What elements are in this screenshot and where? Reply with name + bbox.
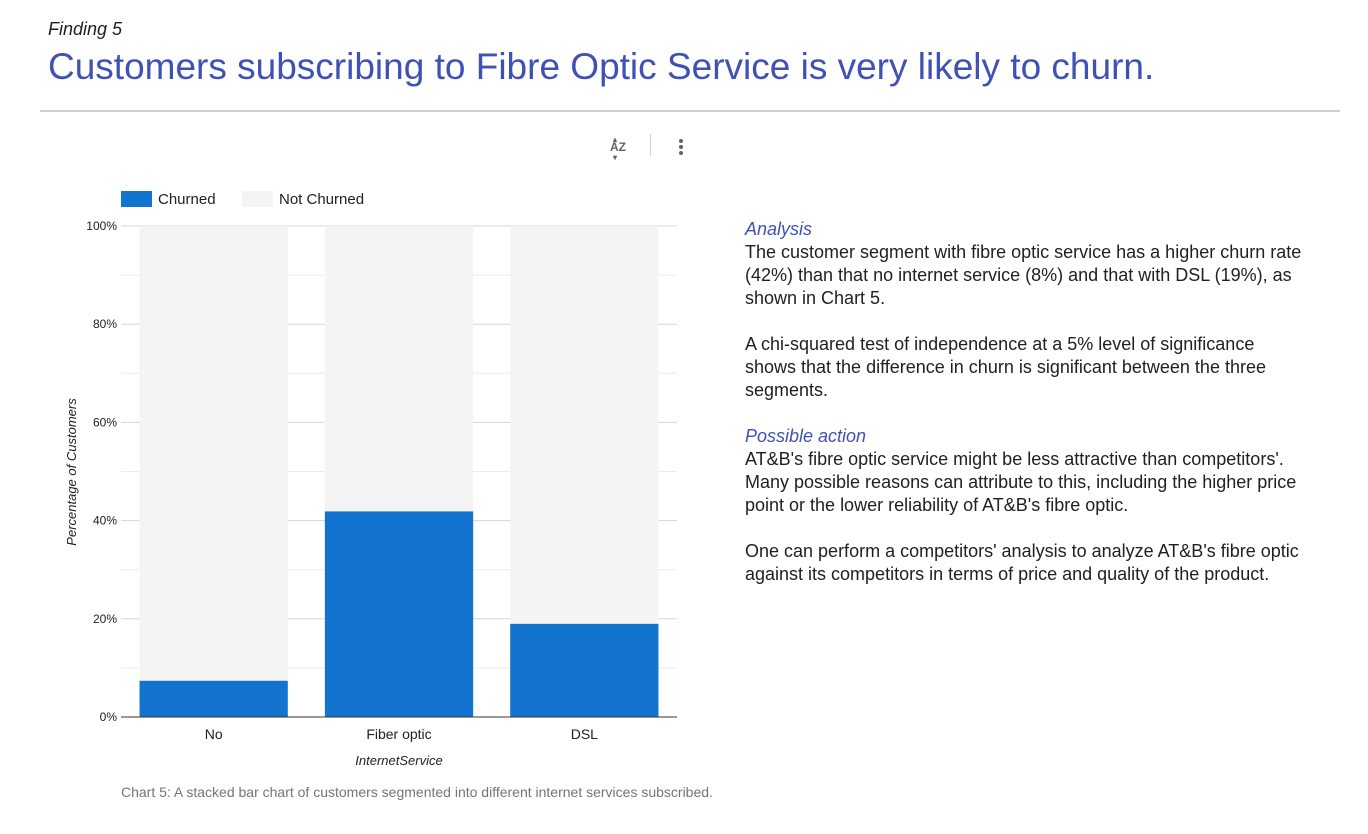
legend-swatch-not-churned bbox=[242, 191, 273, 207]
legend-label-not-churned: Not Churned bbox=[279, 191, 364, 208]
y-tick-label: 60% bbox=[93, 415, 117, 429]
analysis-paragraph-4: One can perform a competitors' analysis … bbox=[745, 541, 1299, 584]
possible-action-heading: Possible action bbox=[745, 426, 867, 446]
analysis-paragraph-1: The customer segment with fibre optic se… bbox=[745, 242, 1302, 308]
bar-not-churned bbox=[324, 226, 474, 512]
bar-churned bbox=[139, 680, 288, 717]
page-title: Customers subscribing to Fibre Optic Ser… bbox=[48, 46, 1155, 87]
more-vert-icon[interactable] bbox=[668, 134, 694, 160]
y-tick-label: 80% bbox=[93, 317, 117, 331]
chart-caption: Chart 5: A stacked bar chart of customer… bbox=[121, 784, 713, 800]
chart-bars bbox=[139, 226, 659, 717]
title-divider bbox=[40, 110, 1340, 112]
chart-axes: 0% 20% 40% 60% 80% 100% No Fiber optic DSL bbox=[86, 219, 677, 742]
bar-not-churned bbox=[510, 226, 659, 624]
chart-toolbar: ▴ AZ ▾ bbox=[600, 132, 700, 162]
x-tick-label: DSL bbox=[571, 726, 598, 742]
x-axis-label: InternetService bbox=[355, 753, 442, 768]
sort-az-icon[interactable]: ▴ AZ ▾ bbox=[610, 135, 626, 162]
finding-label: Finding 5 bbox=[48, 19, 123, 39]
toolbar-divider bbox=[650, 134, 651, 156]
y-axis-label: Percentage of Customers bbox=[64, 398, 79, 546]
x-tick-label: Fiber optic bbox=[366, 726, 431, 742]
y-tick-label: 100% bbox=[86, 219, 117, 233]
stacked-bar-chart: 0% 20% 40% 60% 80% 100% No Fiber optic DSL Churn… bbox=[64, 191, 677, 768]
legend-swatch-churned bbox=[121, 191, 152, 207]
bar-churned bbox=[324, 511, 474, 717]
analysis-panel: Analysis The customer segment with fibre… bbox=[745, 218, 1305, 609]
y-tick-label: 0% bbox=[100, 710, 118, 724]
y-tick-label: 40% bbox=[93, 514, 117, 528]
analysis-paragraph-2: A chi-squared test of independence at a … bbox=[745, 334, 1266, 400]
analysis-heading: Analysis bbox=[745, 219, 813, 239]
y-tick-label: 20% bbox=[93, 612, 117, 626]
legend-label-churned: Churned bbox=[158, 191, 216, 208]
chart-legend: Churned Not Churned bbox=[121, 191, 364, 208]
analysis-paragraph-3: AT&B's fibre optic service might be less… bbox=[745, 449, 1297, 515]
bar-churned bbox=[510, 623, 659, 717]
bar-not-churned bbox=[139, 226, 288, 681]
x-tick-label: No bbox=[205, 726, 223, 742]
